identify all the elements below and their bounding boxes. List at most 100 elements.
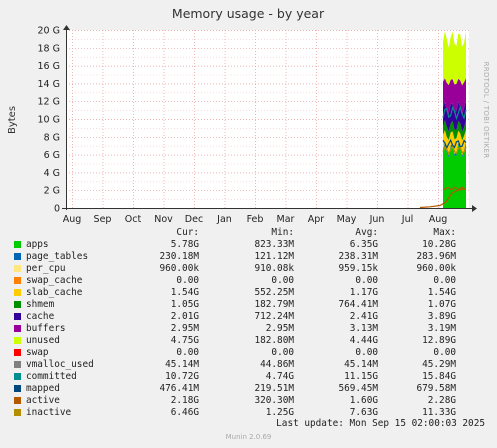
legend-avg: 764.41M: [338, 299, 378, 310]
legend-name: unused: [26, 335, 60, 346]
legend-min: 320.30M: [254, 395, 294, 406]
legend-name: apps: [26, 239, 49, 250]
legend-name: cache: [26, 311, 55, 322]
legend-swatch: [14, 385, 21, 392]
legend-max: 679.58M: [416, 383, 456, 394]
legend-min: 1.25G: [265, 407, 294, 418]
legend-name: inactive: [26, 407, 72, 418]
legend-swatch: [14, 373, 21, 380]
legend-avg: 238.31M: [338, 251, 378, 262]
header-max: Max:: [433, 227, 456, 238]
legend-max: 12.89G: [422, 335, 456, 346]
legend-swatch: [14, 325, 21, 332]
legend-row-vmalloc-used: vmalloc_used 45.14M 44.86M 45.14M 45.29M: [0, 359, 497, 370]
line-active-history: [419, 188, 467, 209]
area-page-tables: [443, 142, 466, 158]
header-min: Min:: [271, 227, 294, 238]
legend-row-mapped: mapped 476.41M 219.51M 569.45M 679.58M: [0, 383, 497, 394]
legend-max: 3.89G: [427, 311, 456, 322]
y-tick-label: 2 G: [44, 186, 60, 197]
legend-max: 45.29M: [422, 359, 456, 370]
legend-avg: 569.45M: [338, 383, 378, 394]
legend-row-buffers: buffers 2.95M 2.95M 3.13M 3.19M: [0, 323, 497, 334]
legend-swatch: [14, 349, 21, 356]
legend-name: shmem: [26, 299, 55, 310]
legend-min: 121.12M: [254, 251, 294, 262]
legend-max: 1.54G: [427, 287, 456, 298]
legend-swatch: [14, 277, 21, 284]
legend-swatch: [14, 361, 21, 368]
y-tick-label: 20 G: [38, 26, 60, 37]
area-shmem: [443, 120, 466, 141]
x-tick-label: Oct: [125, 214, 142, 225]
legend-row-unused: unused 4.75G 182.80M 4.44G 12.89G: [0, 335, 497, 346]
y-tick-label: 16 G: [38, 61, 60, 72]
legend-swatch: [14, 301, 21, 308]
x-tick-label: Aug: [429, 214, 448, 225]
legend-name: mapped: [26, 383, 60, 394]
legend-row-page-tables: page_tables 230.18M 121.12M 238.31M 283.96M: [0, 251, 497, 262]
x-tick-label: Aug: [63, 214, 82, 225]
line-committed: [442, 104, 467, 121]
y-axis-label: Bytes: [7, 106, 18, 134]
stacked-areas: [443, 31, 466, 208]
x-axis-arrow: [472, 205, 477, 212]
legend-cur: 230.18M: [159, 251, 199, 262]
legend-min: 823.33M: [254, 239, 294, 250]
y-axis-arrow: [63, 25, 70, 30]
legend-cur: 2.95M: [170, 323, 199, 334]
legend-avg: 3.13M: [349, 323, 378, 334]
legend-swatch: [14, 265, 21, 272]
legend-min: 4.74G: [265, 371, 294, 382]
area-unused: [443, 31, 466, 86]
x-tick-labels: Aug Sep Oct Nov Dec Jan Feb Mar Apr May Jun Jul Aug: [63, 214, 448, 225]
legend-cur: 1.54G: [170, 287, 199, 298]
x-tick-label: Jun: [369, 214, 385, 225]
legend-max: 283.96M: [416, 251, 456, 262]
plot-area: [66, 30, 469, 208]
y-tick-label: 6 G: [44, 150, 60, 161]
x-tick-label: Dec: [185, 214, 203, 225]
legend-min: 910.08k: [254, 263, 294, 274]
legend-min: 44.86M: [260, 359, 294, 370]
rrdtool-watermark: RRDTOOL / TOBI OETIKER: [482, 62, 490, 159]
legend-max: 0.00: [433, 275, 456, 286]
y-tick-label: 10 G: [38, 115, 60, 126]
legend-cur: 960.00k: [159, 263, 199, 274]
line-active: [442, 186, 467, 191]
legend-row-committed: committed 10.72G 4.74G 11.15G 15.84G: [0, 371, 497, 382]
legend-row-swap: swap 0.00 0.00 0.00 0.00: [0, 347, 497, 358]
legend-avg: 1.60G: [349, 395, 378, 406]
legend-cur: 0.00: [176, 275, 199, 286]
legend-cur: 45.14M: [165, 359, 199, 370]
legend-avg: 0.00: [355, 275, 378, 286]
y-tick-label: 12 G: [38, 97, 60, 108]
legend-min: 2.95M: [265, 323, 294, 334]
line-mapped: [442, 138, 467, 150]
legend-cur: 476.41M: [159, 383, 199, 394]
legend-avg: 11.15G: [344, 371, 378, 382]
y-tick-label: 8 G: [44, 132, 60, 143]
area-apps: [443, 144, 466, 208]
legend-max: 0.00: [433, 347, 456, 358]
legend-avg: 4.44G: [349, 335, 378, 346]
legend-swatch: [14, 241, 21, 248]
legend-max: 1.07G: [427, 299, 456, 310]
x-tick-label: Feb: [247, 214, 264, 225]
series-lines: [419, 104, 467, 209]
legend-min: 0.00: [271, 275, 294, 286]
legend-row-cache: cache 2.01G 712.24M 2.41G 3.89G: [0, 311, 497, 322]
legend-name: committed: [26, 371, 77, 382]
legend-swatch: [14, 289, 21, 296]
legend-max: 11.33G: [422, 407, 456, 418]
legend-cur: 10.72G: [165, 371, 199, 382]
legend-max: 3.19M: [427, 323, 456, 334]
x-tick-label: Apr: [308, 214, 325, 225]
x-tick-label: Mar: [277, 214, 295, 225]
legend-name: slab_cache: [26, 287, 83, 298]
legend-swatch: [14, 409, 21, 416]
legend-swatch: [14, 253, 21, 260]
legend-row-shmem: shmem 1.05G 182.79M 764.41M 1.07G: [0, 299, 497, 310]
legend-name: swap: [26, 347, 49, 358]
